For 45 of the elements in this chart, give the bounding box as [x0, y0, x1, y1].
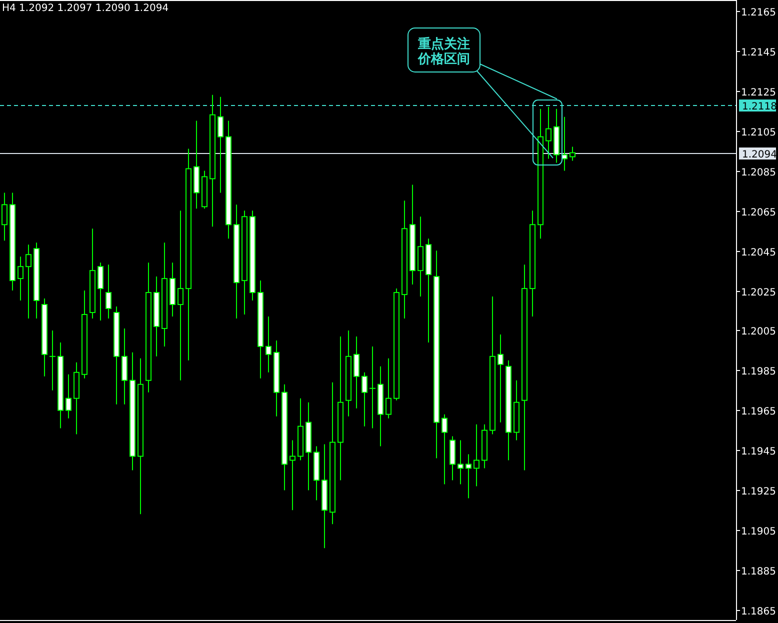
y-tick-label: 1.2025 [741, 288, 776, 298]
y-tick-label: 1.1885 [741, 566, 776, 578]
candlestick [122, 328, 128, 405]
ref-line-label: 1.2118 [742, 102, 777, 112]
annotation: 重点关注价格区间 [417, 36, 470, 66]
candlestick [290, 440, 296, 511]
y-tick-label: 1.2125 [741, 88, 776, 98]
y-tick-label: 1.2045 [741, 248, 776, 258]
candlestick [266, 316, 272, 373]
candlestick [386, 358, 392, 419]
candlestick [18, 256, 24, 302]
candlestick [498, 334, 504, 423]
y-tick-label: 1.1985 [741, 366, 776, 378]
y-tick-label: 1.1865 [741, 606, 776, 618]
candlestick [450, 436, 456, 481]
y-tick-label: 1.1945 [741, 446, 776, 458]
ref-line-label: 1.2094 [742, 150, 777, 160]
candlestick [546, 106, 552, 160]
y-tick-label: 1.2105 [741, 128, 776, 138]
y-tick-label: 1.2165 [741, 8, 776, 18]
chart-title: H4 1.2092 1.2097 1.2090 1.2094 [2, 3, 169, 14]
candlestick [418, 216, 424, 298]
candlestick [570, 146, 576, 162]
candlestick [49, 330, 56, 391]
candlestick [2, 192, 8, 242]
candlestick [369, 346, 376, 429]
y-tick-label: 1.2065 [741, 208, 776, 218]
candlestick [442, 414, 448, 485]
y-tick-label: 1.1925 [741, 486, 776, 498]
candlestick [98, 262, 104, 321]
candlestick [354, 336, 360, 409]
candlestick [26, 244, 32, 319]
y-tick-label: 1.2005 [741, 326, 776, 338]
y-tick-label: 1.1905 [741, 526, 776, 538]
candlestick [106, 264, 112, 319]
candlestick [66, 374, 72, 419]
candlestick [218, 96, 224, 194]
y-tick-label: 1.2085 [741, 168, 776, 178]
y-tick-label: 1.2145 [741, 48, 776, 58]
candlestick [458, 440, 464, 485]
candlestick [362, 372, 368, 427]
candlestick [178, 210, 184, 381]
y-tick-label: 1.1965 [741, 406, 776, 418]
candlestick [466, 454, 472, 499]
candlestick [474, 424, 480, 487]
